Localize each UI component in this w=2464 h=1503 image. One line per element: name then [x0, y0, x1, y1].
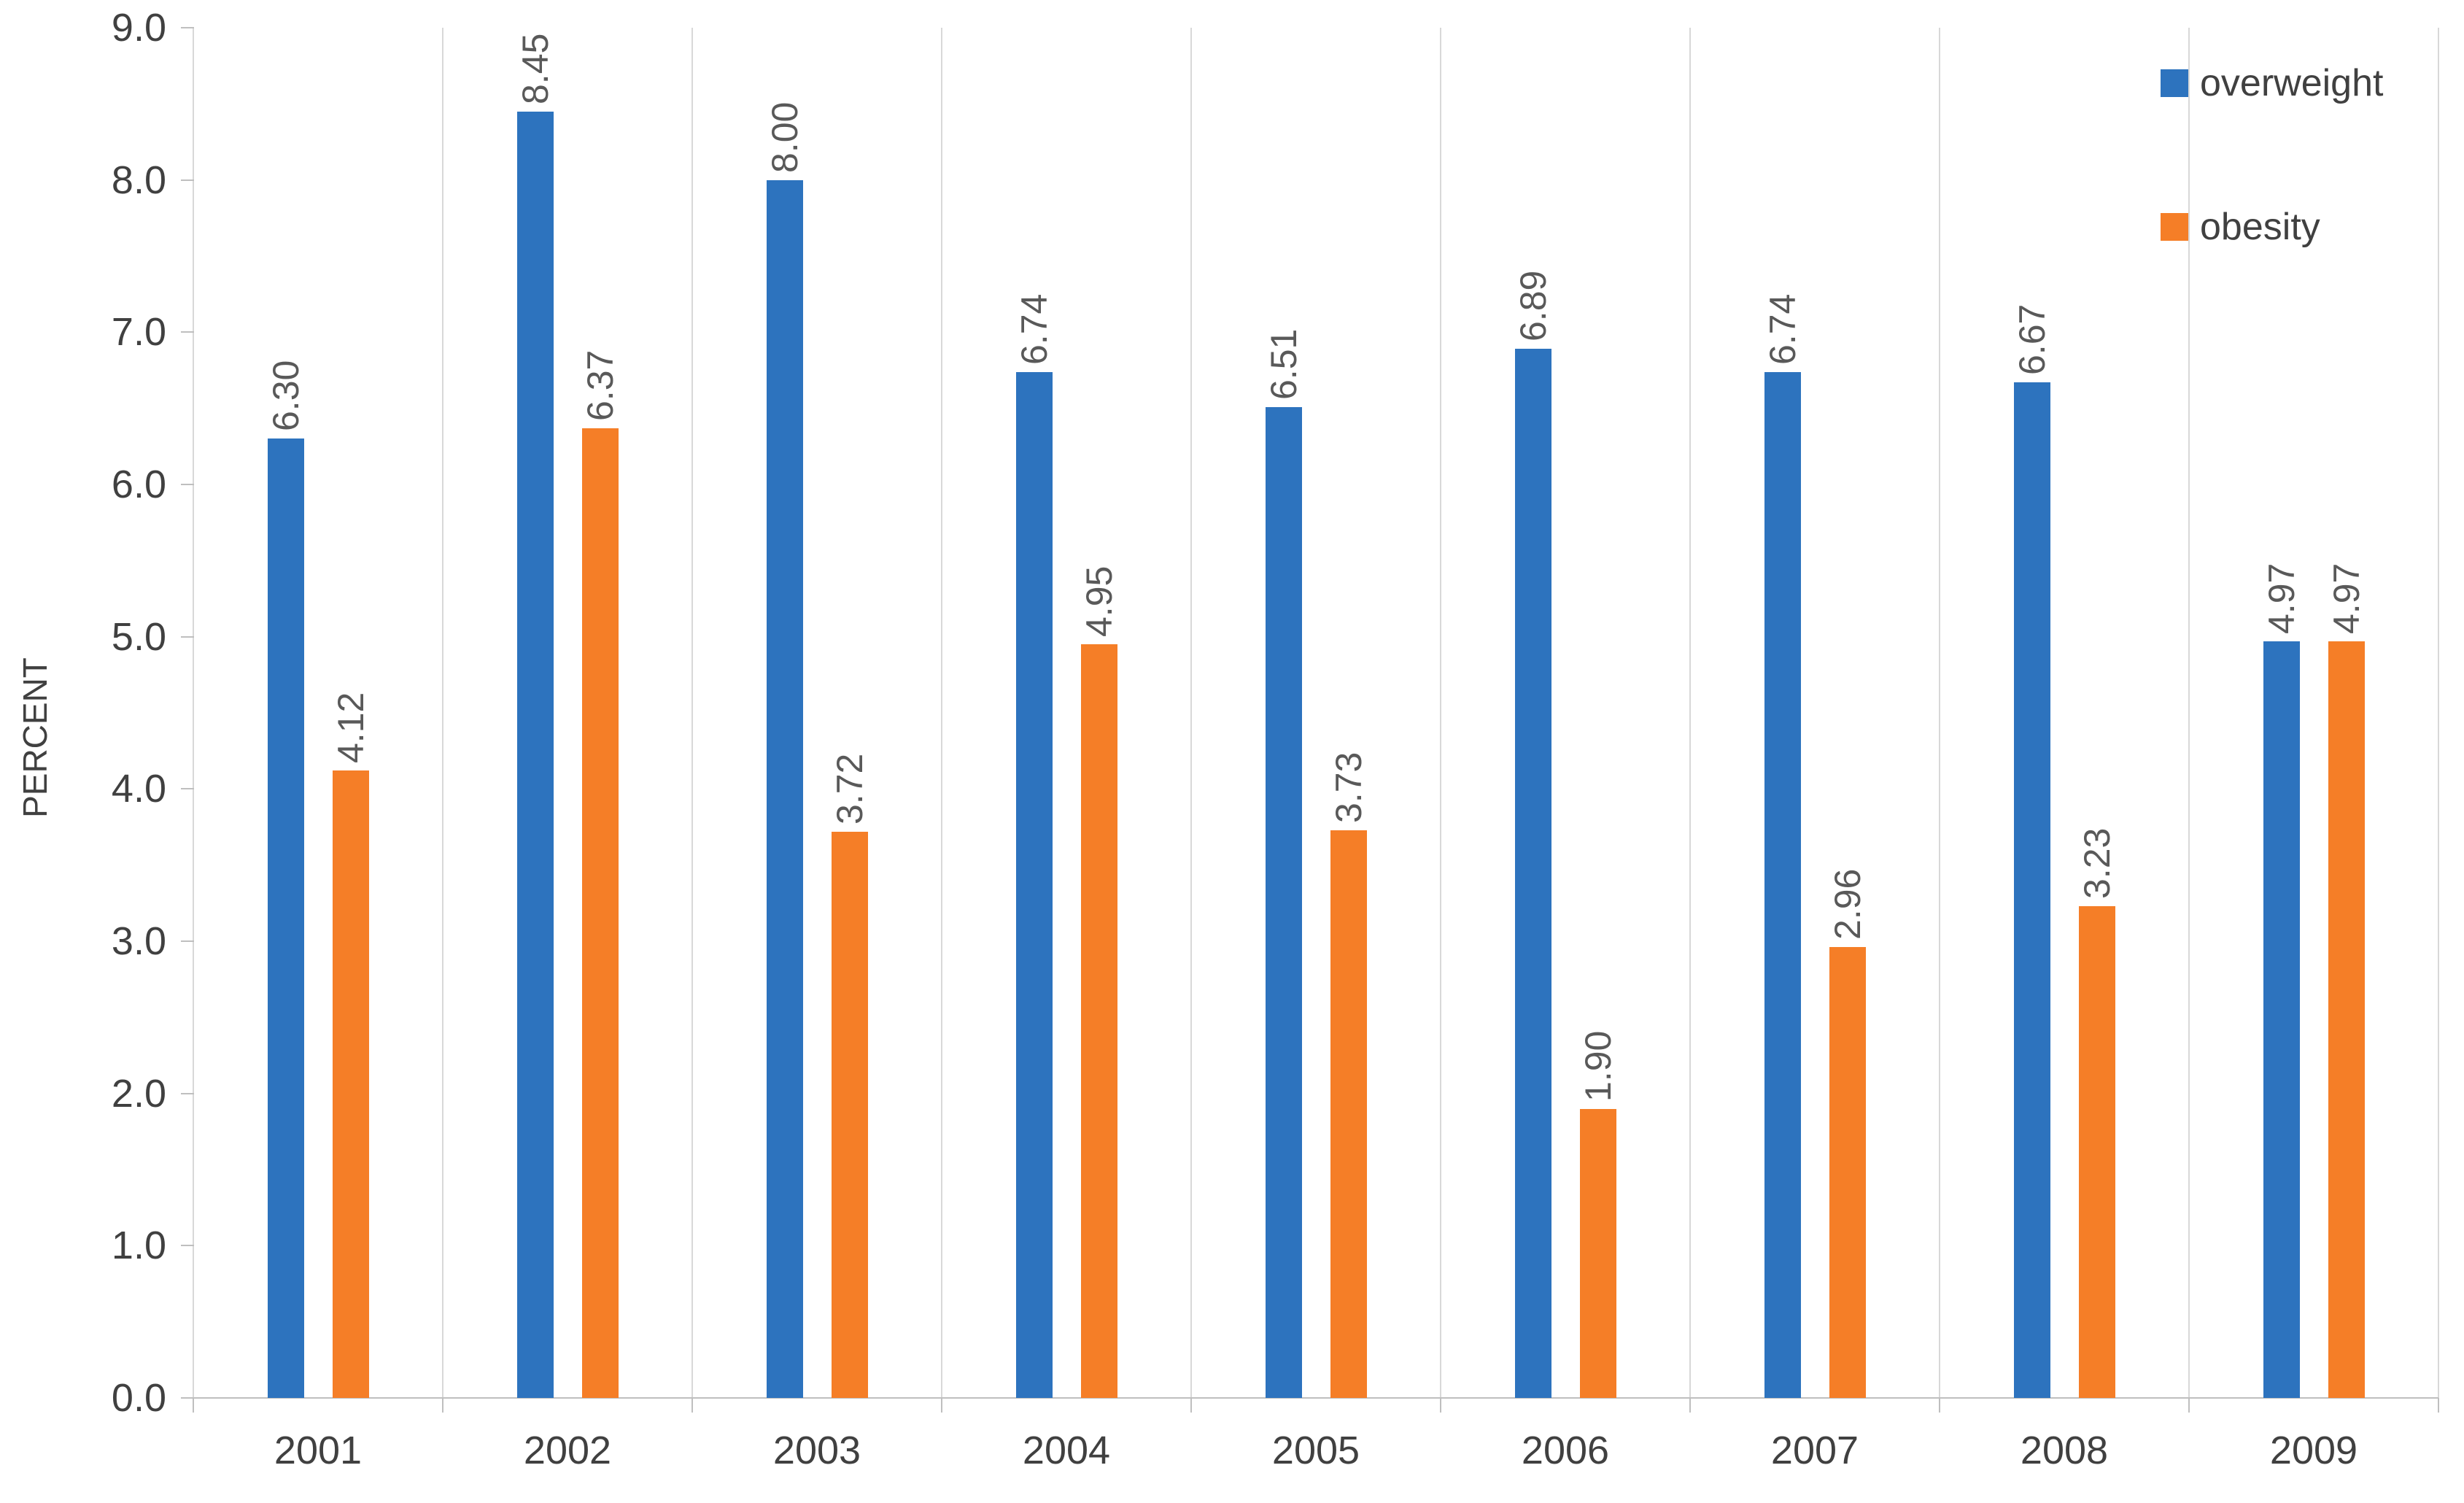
x-axis-category-label: 2001	[274, 1429, 363, 1472]
gridline	[193, 28, 194, 1398]
value-label-overweight-2008: 6.67	[2012, 304, 2053, 376]
gridline	[1689, 28, 1691, 1398]
value-label-overweight-2002: 8.45	[515, 33, 556, 104]
bar-obesity-2004	[1081, 644, 1117, 1398]
gridline	[2188, 28, 2190, 1398]
y-axis-tick	[181, 788, 194, 790]
x-axis-tick	[2438, 1398, 2439, 1413]
value-label-obesity-2005: 3.73	[1328, 752, 1369, 823]
x-axis-tick	[193, 1398, 194, 1413]
x-axis-tick	[1689, 1398, 1691, 1413]
bar-obesity-2003	[832, 831, 868, 1398]
gridline	[1939, 28, 1940, 1398]
gridline	[1190, 28, 1192, 1398]
y-axis-tick-label: 7.0	[111, 310, 166, 355]
bar-obesity-2005	[1330, 830, 1367, 1398]
bar-overweight-2006	[1515, 349, 1551, 1398]
value-label-obesity-2007: 2.96	[1827, 869, 1868, 940]
bar-overweight-2005	[1266, 406, 1302, 1398]
y-axis-tick	[181, 635, 194, 638]
value-label-overweight-2001: 6.30	[266, 360, 306, 432]
bar-overweight-2001	[268, 438, 304, 1398]
bar-obesity-2002	[582, 428, 619, 1398]
y-axis-tick-label: 4.0	[111, 767, 166, 811]
x-axis-tick	[941, 1398, 942, 1413]
value-label-obesity-2009: 4.97	[2326, 563, 2367, 634]
x-axis-line	[181, 1397, 2438, 1399]
y-axis-tick	[181, 484, 194, 485]
value-label-obesity-2008: 3.23	[2077, 827, 2118, 899]
x-axis-tick	[1190, 1398, 1192, 1413]
value-label-overweight-2003: 8.00	[764, 101, 805, 173]
x-axis-category-label: 2008	[2020, 1429, 2109, 1472]
bar-obesity-2008	[2079, 906, 2115, 1398]
value-label-obesity-2002: 6.37	[580, 349, 621, 421]
x-axis-tick	[691, 1398, 693, 1413]
legend-item-overweight: overweight	[2161, 63, 2383, 104]
value-label-overweight-2006: 6.89	[1513, 270, 1554, 342]
x-axis-tick	[442, 1398, 443, 1413]
value-label-obesity-2003: 3.72	[829, 753, 870, 824]
bar-obesity-2001	[333, 770, 369, 1398]
gridline	[941, 28, 942, 1398]
value-label-overweight-2005: 6.51	[1263, 328, 1304, 400]
value-label-overweight-2004: 6.74	[1014, 293, 1055, 365]
bar-overweight-2009	[2263, 641, 2300, 1398]
y-axis-tick-label: 9.0	[111, 6, 166, 50]
value-label-obesity-2001: 4.12	[330, 692, 371, 764]
y-axis-tick	[181, 331, 194, 333]
y-axis-tick	[181, 1245, 194, 1247]
x-axis-category-label: 2006	[1521, 1429, 1610, 1472]
y-axis-tick	[181, 27, 194, 28]
gridline	[1440, 28, 1441, 1398]
gridline	[442, 28, 443, 1398]
x-axis-category-label: 2002	[523, 1429, 612, 1472]
x-axis-category-label: 2007	[1770, 1429, 1859, 1472]
gridline	[691, 28, 693, 1398]
y-axis-tick-label: 0.0	[111, 1376, 166, 1420]
legend-swatch-obesity	[2161, 213, 2188, 241]
y-axis-tick	[181, 940, 194, 942]
bar-overweight-2004	[1016, 371, 1053, 1398]
legend-label-obesity: obesity	[2200, 206, 2320, 248]
bar-overweight-2002	[517, 111, 554, 1398]
x-axis-category-label: 2005	[1271, 1429, 1360, 1472]
x-axis-category-label: 2003	[772, 1429, 861, 1472]
x-axis-category-label: 2009	[2269, 1429, 2358, 1472]
y-axis-tick-label: 6.0	[111, 463, 166, 506]
y-axis-tick	[181, 179, 194, 181]
bar-obesity-2009	[2328, 641, 2365, 1398]
y-axis-tick-label: 3.0	[111, 919, 166, 963]
legend-swatch-overweight	[2161, 69, 2188, 97]
x-axis-category-label: 2004	[1022, 1429, 1111, 1472]
y-axis-tick-label: 1.0	[111, 1224, 166, 1268]
x-axis-tick	[1939, 1398, 1940, 1413]
bar-obesity-2006	[1580, 1108, 1616, 1398]
value-label-obesity-2006: 1.90	[1578, 1030, 1619, 1102]
bar-overweight-2003	[767, 179, 803, 1398]
value-label-overweight-2007: 6.74	[1762, 293, 1803, 365]
y-axis-tick-label: 8.0	[111, 158, 166, 202]
value-label-obesity-2004: 4.95	[1079, 565, 1120, 638]
bar-overweight-2008	[2014, 382, 2050, 1398]
gridline	[2438, 28, 2439, 1398]
legend-item-obesity: obesity	[2161, 206, 2320, 247]
y-axis-tick	[181, 1092, 194, 1094]
x-axis-tick	[1440, 1398, 1441, 1413]
legend-label-overweight: overweight	[2200, 62, 2384, 104]
bar-overweight-2007	[1764, 371, 1801, 1398]
value-label-overweight-2009: 4.97	[2261, 563, 2302, 634]
bar-obesity-2007	[1829, 947, 1866, 1398]
y-axis-tick-label: 2.0	[111, 1071, 166, 1116]
y-axis-tick-label: 5.0	[111, 614, 166, 659]
x-axis-tick	[2188, 1398, 2190, 1413]
